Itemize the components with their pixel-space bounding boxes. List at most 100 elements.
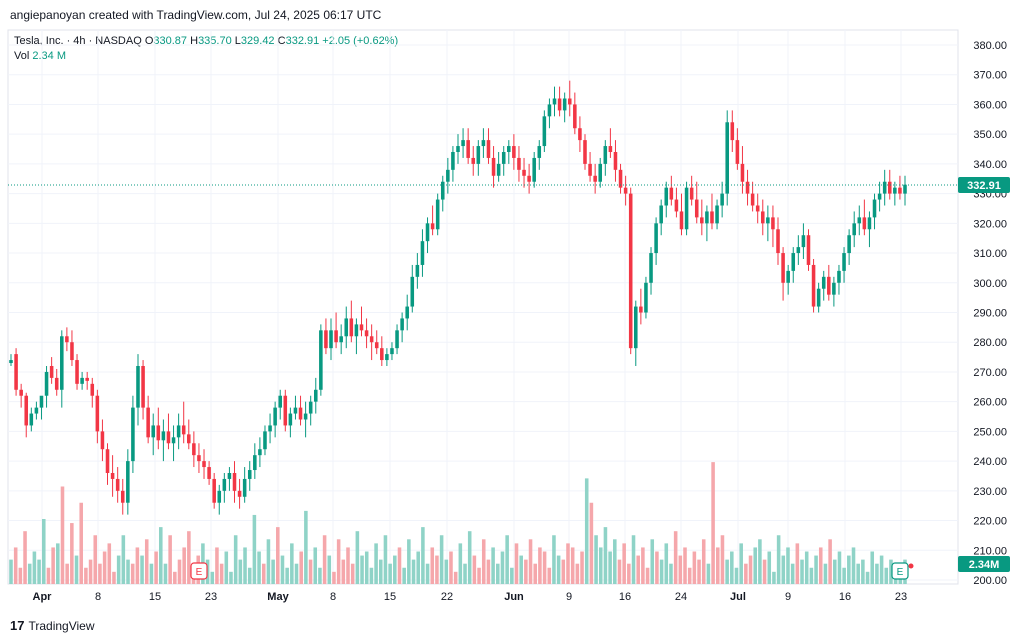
candle-body[interactable] [613,152,618,170]
candle-body[interactable] [263,431,267,450]
candle-body[interactable] [862,217,867,230]
candle-body[interactable] [60,336,64,390]
candle-body[interactable] [522,169,526,176]
candle-body[interactable] [471,157,476,164]
candle-body[interactable] [151,425,156,438]
candle-body[interactable] [100,431,105,450]
candle-body[interactable] [390,348,394,355]
candle-body[interactable] [288,413,293,426]
candle-body[interactable] [446,169,450,182]
candle-body[interactable] [491,157,496,176]
candle-body[interactable] [339,336,343,343]
candle-body[interactable] [415,264,420,277]
candle-body[interactable] [329,330,333,349]
candle-body[interactable] [70,342,74,361]
candle-body[interactable] [755,205,760,212]
candle-body[interactable] [867,217,872,230]
candle-body[interactable] [598,163,603,182]
candle-body[interactable] [694,199,699,218]
candle-body[interactable] [258,449,262,456]
candle-body[interactable] [562,98,567,111]
candle-body[interactable] [308,401,313,414]
candle-body[interactable] [872,199,877,218]
candle-body[interactable] [715,205,719,224]
candle-body[interactable] [527,175,531,182]
candle-body[interactable] [44,371,49,396]
candle-body[interactable] [786,270,790,283]
candle-body[interactable] [324,330,328,349]
candle-body[interactable] [369,336,374,343]
candle-body[interactable] [832,282,836,295]
candle-body[interactable] [573,104,577,129]
candle-body[interactable] [14,354,18,390]
candle-body[interactable] [24,395,29,426]
candle-body[interactable] [466,140,470,158]
candle-body[interactable] [893,187,897,194]
candle-body[interactable] [781,253,785,283]
candle-body[interactable] [674,199,679,212]
candle-body[interactable] [842,253,846,271]
candle-body[interactable] [115,478,120,491]
candle-body[interactable] [593,175,597,182]
candle-body[interactable] [720,193,724,206]
candle-body[interactable] [623,187,628,194]
candle-body[interactable] [705,211,709,224]
candle-body[interactable] [29,413,34,426]
candle-body[interactable] [740,163,745,182]
candle-body[interactable] [141,366,145,408]
candle-body[interactable] [349,318,354,337]
candle-body[interactable] [34,407,39,414]
candle-body[interactable] [476,146,481,164]
candle-body[interactable] [374,342,379,349]
candle-body[interactable] [39,395,44,408]
candle-body[interactable] [618,169,623,188]
candle-body[interactable] [156,425,161,441]
candle-body[interactable] [385,354,389,361]
candle-body[interactable] [821,276,826,289]
candle-body[interactable] [435,199,440,230]
candle-body[interactable] [877,193,882,200]
candle-body[interactable] [700,217,704,224]
candle-body[interactable] [146,407,150,438]
candle-body[interactable] [120,490,125,503]
candle-body[interactable] [405,306,409,319]
candle-body[interactable] [187,434,191,444]
candle-body[interactable] [512,146,516,158]
candle-body[interactable] [496,163,501,176]
candle-body[interactable] [811,264,816,307]
candle-body[interactable] [710,211,714,224]
candle-body[interactable] [557,98,562,111]
candle-body[interactable] [54,377,59,390]
candle-body[interactable] [456,146,460,152]
candle-body[interactable] [232,473,237,491]
candle-body[interactable] [253,455,257,471]
candle-body[interactable] [237,490,242,497]
candle-body[interactable] [735,140,740,164]
candle-body[interactable] [664,187,669,206]
candle-body[interactable] [440,181,445,200]
candle-body[interactable] [552,98,557,105]
candle-body[interactable] [481,140,486,147]
candle-body[interactable] [19,389,23,396]
candle-body[interactable] [49,366,54,378]
candle-body[interactable] [197,455,201,462]
candle-body[interactable] [227,473,232,479]
candle-body[interactable] [105,449,110,473]
candle-body[interactable] [344,318,349,337]
candle-body[interactable] [750,193,755,206]
candle-body[interactable] [9,360,13,364]
candle-body[interactable] [283,395,288,426]
candle-body[interactable] [207,467,211,479]
candle-body[interactable] [887,181,892,194]
candle-body[interactable] [166,431,171,444]
candle-body[interactable] [760,211,765,224]
candle-body[interactable] [816,288,821,307]
candle-body[interactable] [639,306,643,313]
candle-body[interactable] [654,223,658,254]
candle-body[interactable] [268,425,272,432]
candle-body[interactable] [247,470,252,479]
candle-body[interactable] [293,407,298,414]
candle-body[interactable] [745,181,750,194]
candle-body[interactable] [588,163,592,176]
candle-body[interactable] [364,330,369,337]
